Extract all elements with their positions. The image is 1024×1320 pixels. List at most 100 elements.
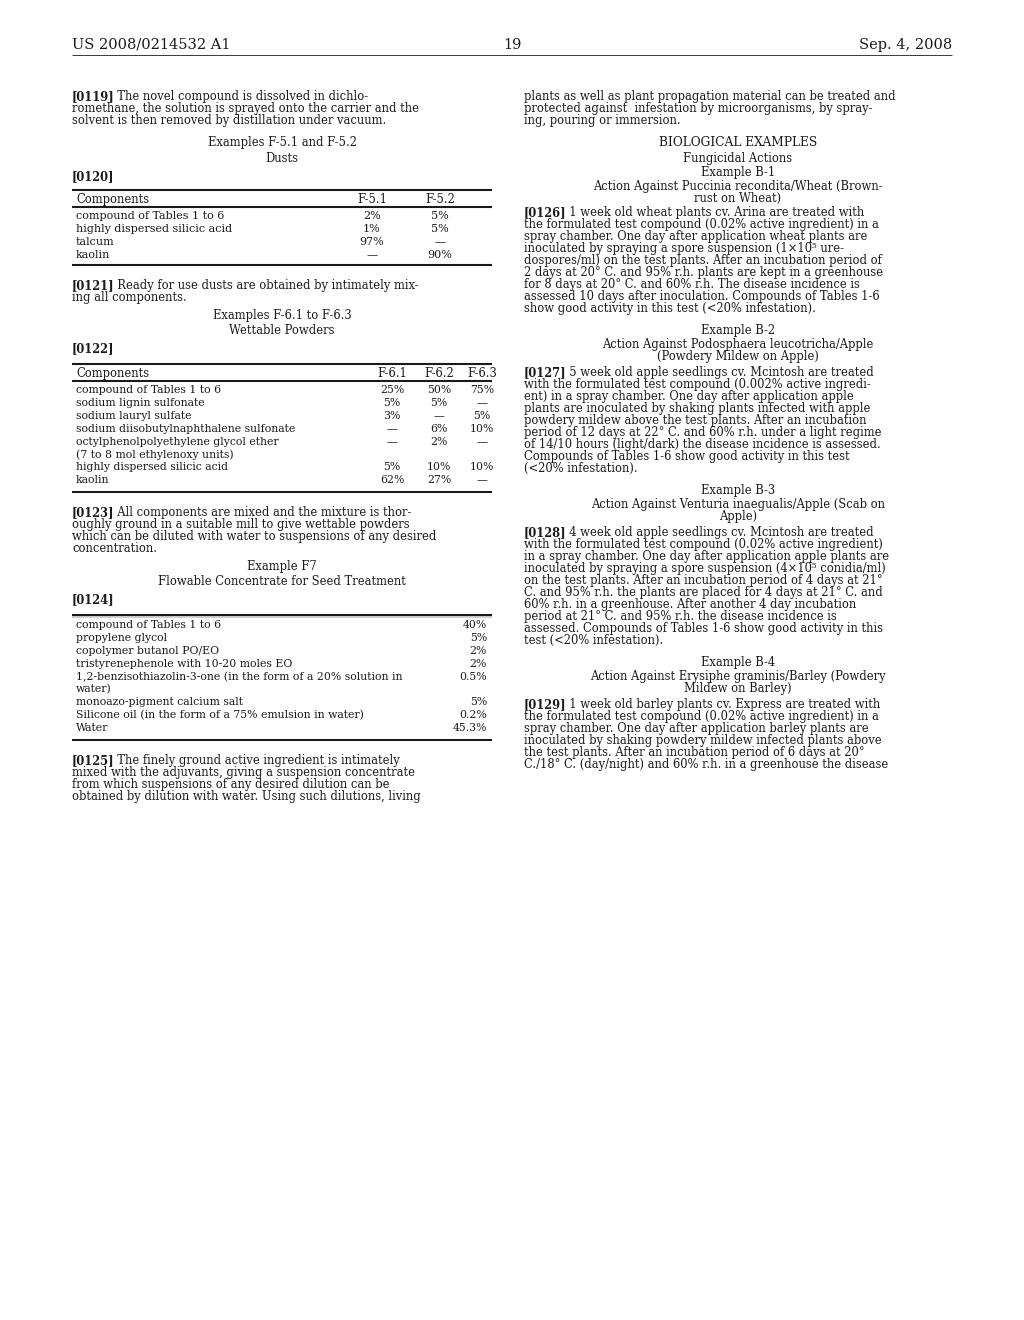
Text: 62%: 62% [380,475,404,484]
Text: —: — [476,437,487,447]
Text: rust on Wheat): rust on Wheat) [694,191,781,205]
Text: in a spray chamber. One day after application apple plants are: in a spray chamber. One day after applic… [524,550,889,564]
Text: mixed with the adjuvants, giving a suspension concentrate: mixed with the adjuvants, giving a suspe… [72,766,415,779]
Text: Ready for use dusts are obtained by intimately mix-: Ready for use dusts are obtained by inti… [110,279,419,292]
Text: 75%: 75% [470,385,494,395]
Text: Examples F-6.1 to F-6.3: Examples F-6.1 to F-6.3 [213,309,351,322]
Text: Compounds of Tables 1-6 show good activity in this test: Compounds of Tables 1-6 show good activi… [524,450,850,463]
Text: 0.5%: 0.5% [460,672,487,682]
Text: [0121]: [0121] [72,279,115,292]
Text: plants are inoculated by shaking plants infected with apple: plants are inoculated by shaking plants … [524,403,870,414]
Text: 5%: 5% [431,211,449,220]
Text: F-6.1: F-6.1 [377,367,407,380]
Text: highly dispersed silicic acid: highly dispersed silicic acid [76,224,232,234]
Text: water): water) [76,684,112,694]
Text: [0129]: [0129] [524,698,566,711]
Text: 40%: 40% [463,620,487,630]
Text: 2%: 2% [470,645,487,656]
Text: 6%: 6% [430,424,447,434]
Text: Flowable Concentrate for Seed Treatment: Flowable Concentrate for Seed Treatment [158,576,406,587]
Text: Action Against Venturia inaegualis/Apple (Scab on: Action Against Venturia inaegualis/Apple… [591,498,885,511]
Text: oughly ground in a suitable mill to give wettable powders: oughly ground in a suitable mill to give… [72,517,410,531]
Text: C./18° C. (day/night) and 60% r.h. in a greenhouse the disease: C./18° C. (day/night) and 60% r.h. in a … [524,758,888,771]
Text: (7 to 8 mol ethylenoxy units): (7 to 8 mol ethylenoxy units) [76,449,233,459]
Text: Examples F-5.1 and F-5.2: Examples F-5.1 and F-5.2 [208,136,356,149]
Text: Action Against Podosphaera leucotricha/Apple: Action Against Podosphaera leucotricha/A… [602,338,873,351]
Text: —: — [476,399,487,408]
Text: US 2008/0214532 A1: US 2008/0214532 A1 [72,38,230,51]
Text: 5%: 5% [473,411,490,421]
Text: [0126]: [0126] [524,206,566,219]
Text: assessed. Compounds of Tables 1-6 show good activity in this: assessed. Compounds of Tables 1-6 show g… [524,622,883,635]
Text: 1 week old barley plants cv. Express are treated with: 1 week old barley plants cv. Express are… [562,698,881,711]
Text: 5%: 5% [470,634,487,643]
Text: Example B-3: Example B-3 [701,484,775,498]
Text: octylphenolpolyethylene glycol ether: octylphenolpolyethylene glycol ether [76,437,279,447]
Text: concentration.: concentration. [72,543,157,554]
Text: protected against  infestation by microorganisms, by spray-: protected against infestation by microor… [524,102,872,115]
Text: ing all components.: ing all components. [72,290,186,304]
Text: solvent is then removed by distillation under vacuum.: solvent is then removed by distillation … [72,114,386,127]
Text: inoculated by shaking powdery mildew infected plants above: inoculated by shaking powdery mildew inf… [524,734,882,747]
Text: Dusts: Dusts [265,152,299,165]
Text: 10%: 10% [470,424,495,434]
Text: 2%: 2% [430,437,447,447]
Text: powdery mildew above the test plants. After an incubation: powdery mildew above the test plants. Af… [524,414,866,426]
Text: —: — [434,238,445,247]
Text: ing, pouring or immersion.: ing, pouring or immersion. [524,114,681,127]
Text: Apple): Apple) [719,510,757,523]
Text: Example B-1: Example B-1 [700,166,775,180]
Text: Wettable Powders: Wettable Powders [229,323,335,337]
Text: test (<20% infestation).: test (<20% infestation). [524,634,664,647]
Text: spray chamber. One day after application barley plants are: spray chamber. One day after application… [524,722,868,735]
Text: show good activity in this test (<20% infestation).: show good activity in this test (<20% in… [524,302,816,315]
Text: Action Against Puccinia recondita/Wheat (Brown-: Action Against Puccinia recondita/Wheat … [593,180,883,193]
Text: Silicone oil (in the form of a 75% emulsion in water): Silicone oil (in the form of a 75% emuls… [76,710,364,721]
Text: 50%: 50% [427,385,452,395]
Text: period at 21° C. and 95% r.h. the disease incidence is: period at 21° C. and 95% r.h. the diseas… [524,610,837,623]
Text: [0128]: [0128] [524,525,566,539]
Text: kaolin: kaolin [76,475,110,484]
Text: —: — [433,411,444,421]
Text: F-5.2: F-5.2 [425,193,455,206]
Text: [0122]: [0122] [72,342,115,355]
Text: Components: Components [76,193,150,206]
Text: Example B-4: Example B-4 [701,656,775,669]
Text: [0120]: [0120] [72,170,115,183]
Text: C. and 95% r.h. the plants are placed for 4 days at 21° C. and: C. and 95% r.h. the plants are placed fo… [524,586,883,599]
Text: 1,2-benzisothiazolin-3-one (in the form of a 20% solution in: 1,2-benzisothiazolin-3-one (in the form … [76,672,402,682]
Text: for 8 days at 20° C. and 60% r.h. The disease incidence is: for 8 days at 20° C. and 60% r.h. The di… [524,279,860,290]
Text: —: — [387,424,397,434]
Text: [0119]: [0119] [72,90,115,103]
Text: kaolin: kaolin [76,249,111,260]
Text: F-6.3: F-6.3 [467,367,497,380]
Text: the formulated test compound (0.02% active ingredient) in a: the formulated test compound (0.02% acti… [524,218,879,231]
Text: F-6.2: F-6.2 [424,367,454,380]
Text: compound of Tables 1 to 6: compound of Tables 1 to 6 [76,385,221,395]
Text: assessed 10 days after inoculation. Compounds of Tables 1-6: assessed 10 days after inoculation. Comp… [524,290,880,304]
Text: the test plants. After an incubation period of 6 days at 20°: the test plants. After an incubation per… [524,746,864,759]
Text: period of 12 days at 22° C. and 60% r.h. under a light regime: period of 12 days at 22° C. and 60% r.h.… [524,426,882,440]
Text: highly dispersed silicic acid: highly dispersed silicic acid [76,462,228,473]
Text: —: — [367,249,378,260]
Text: 10%: 10% [427,462,452,473]
Text: 4 week old apple seedlings cv. Mcintosh are treated: 4 week old apple seedlings cv. Mcintosh … [562,525,873,539]
Text: 60% r.h. in a greenhouse. After another 4 day incubation: 60% r.h. in a greenhouse. After another … [524,598,856,611]
Text: compound of Tables 1 to 6: compound of Tables 1 to 6 [76,211,224,220]
Text: inoculated by spraying a spore suspension (1×10⁵ ure-: inoculated by spraying a spore suspensio… [524,242,844,255]
Text: [0127]: [0127] [524,366,566,379]
Text: Example F7: Example F7 [247,560,316,573]
Text: romethane, the solution is sprayed onto the carrier and the: romethane, the solution is sprayed onto … [72,102,419,115]
Text: All components are mixed and the mixture is thor-: All components are mixed and the mixture… [110,506,412,519]
Text: 27%: 27% [427,475,452,484]
Text: Example B-2: Example B-2 [701,323,775,337]
Text: Action Against Erysiphe graminis/Barley (Powdery: Action Against Erysiphe graminis/Barley … [590,671,886,682]
Text: on the test plants. After an incubation period of 4 days at 21°: on the test plants. After an incubation … [524,574,883,587]
Text: Fungicidal Actions: Fungicidal Actions [683,152,793,165]
Text: compound of Tables 1 to 6: compound of Tables 1 to 6 [76,620,221,630]
Text: 5 week old apple seedlings cv. Mcintosh are treated: 5 week old apple seedlings cv. Mcintosh … [562,366,873,379]
Text: (<20% infestation).: (<20% infestation). [524,462,638,475]
Text: with the formulated test compound (0.02% active ingredient): with the formulated test compound (0.02%… [524,539,883,550]
Text: from which suspensions of any desired dilution can be: from which suspensions of any desired di… [72,777,389,791]
Text: ent) in a spray chamber. One day after application apple: ent) in a spray chamber. One day after a… [524,389,854,403]
